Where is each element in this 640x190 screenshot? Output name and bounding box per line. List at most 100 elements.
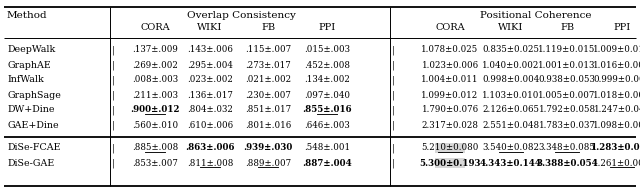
Text: .851±.017: .851±.017	[245, 105, 291, 115]
Text: 0.835±0.025: 0.835±0.025	[483, 45, 540, 55]
Text: |: |	[112, 158, 115, 168]
Text: 1.099±0.012: 1.099±0.012	[421, 90, 479, 100]
Text: 1.283±0.004: 1.283±0.004	[591, 143, 640, 153]
Text: 1.078±0.025: 1.078±0.025	[421, 45, 479, 55]
Text: .134±.002: .134±.002	[304, 75, 350, 85]
Text: |: |	[392, 143, 395, 153]
Text: InfWalk: InfWalk	[7, 75, 44, 85]
Text: 4.343±0.144: 4.343±0.144	[480, 158, 542, 168]
Text: GAE+Dine: GAE+Dine	[7, 120, 59, 130]
Text: DW+Dine: DW+Dine	[7, 105, 54, 115]
Text: GraphSage: GraphSage	[7, 90, 61, 100]
Text: .646±.003: .646±.003	[304, 120, 350, 130]
Text: |: |	[392, 105, 395, 115]
Text: 1.792±0.058: 1.792±0.058	[538, 105, 596, 115]
FancyBboxPatch shape	[435, 143, 465, 153]
Text: 1.098±0.004: 1.098±0.004	[593, 120, 640, 130]
Text: DiSe-FCAE: DiSe-FCAE	[7, 143, 61, 153]
Text: 1.790±0.076: 1.790±0.076	[421, 105, 479, 115]
Text: .610±.006: .610±.006	[187, 120, 233, 130]
Text: .273±.017: .273±.017	[245, 60, 291, 70]
Text: .548±.001: .548±.001	[304, 143, 350, 153]
Text: 0.938±0.053: 0.938±0.053	[539, 75, 595, 85]
Text: .097±.040: .097±.040	[304, 90, 350, 100]
Text: .136±.017: .136±.017	[187, 90, 233, 100]
Text: .023±.002: .023±.002	[187, 75, 233, 85]
Text: |: |	[112, 75, 115, 85]
Text: 1.004±0.011: 1.004±0.011	[421, 75, 479, 85]
Text: .853±.007: .853±.007	[132, 158, 178, 168]
Text: CORA: CORA	[140, 24, 170, 32]
Text: 2.551±0.048: 2.551±0.048	[483, 120, 540, 130]
FancyBboxPatch shape	[435, 158, 465, 168]
Text: .801±.016: .801±.016	[245, 120, 291, 130]
Text: 1.023±0.006: 1.023±0.006	[421, 60, 479, 70]
Text: .452±.008: .452±.008	[304, 60, 350, 70]
Text: Positional Coherence: Positional Coherence	[480, 12, 592, 21]
Text: .804±.032: .804±.032	[187, 105, 233, 115]
Text: 1.103±0.010: 1.103±0.010	[483, 90, 540, 100]
Text: |: |	[392, 60, 395, 70]
Text: 1.261±0.005: 1.261±0.005	[593, 158, 640, 168]
Text: |: |	[112, 105, 115, 115]
Text: .115±.007: .115±.007	[245, 45, 291, 55]
Text: Overlap Consistency: Overlap Consistency	[187, 12, 296, 21]
Text: |: |	[392, 45, 395, 55]
Text: |: |	[112, 120, 115, 130]
Text: 0.998±0.004: 0.998±0.004	[483, 75, 540, 85]
Text: .015±.003: .015±.003	[304, 45, 350, 55]
Text: |: |	[112, 60, 115, 70]
Text: .269±.002: .269±.002	[132, 60, 178, 70]
Text: .137±.009: .137±.009	[132, 45, 178, 55]
Text: 5.300±0.193: 5.300±0.193	[419, 158, 481, 168]
Text: .900±.012: .900±.012	[131, 105, 180, 115]
Text: |: |	[112, 143, 115, 153]
Text: .889±.007: .889±.007	[245, 158, 291, 168]
Text: .885±.008: .885±.008	[132, 143, 178, 153]
Text: WIKI: WIKI	[499, 24, 524, 32]
Text: 0.999±0.002: 0.999±0.002	[593, 75, 640, 85]
Text: |: |	[392, 158, 395, 168]
Text: .560±.010: .560±.010	[132, 120, 178, 130]
Text: 3.388±0.054: 3.388±0.054	[536, 158, 598, 168]
Text: .008±.003: .008±.003	[132, 75, 178, 85]
Text: .855±.016: .855±.016	[302, 105, 352, 115]
Text: |: |	[112, 90, 115, 100]
Text: FB: FB	[261, 24, 275, 32]
Text: 3.540±0.082: 3.540±0.082	[483, 143, 540, 153]
Text: FB: FB	[560, 24, 574, 32]
Text: .939±.030: .939±.030	[243, 143, 292, 153]
Text: |: |	[392, 120, 395, 130]
Text: 1.016±0.001: 1.016±0.001	[593, 60, 640, 70]
Text: 1.040±0.002: 1.040±0.002	[483, 60, 540, 70]
Text: PPI: PPI	[613, 24, 630, 32]
Text: |: |	[392, 75, 395, 85]
Text: 1.018±0.002: 1.018±0.002	[593, 90, 640, 100]
Text: .811±.008: .811±.008	[187, 158, 233, 168]
Text: .887±.004: .887±.004	[302, 158, 352, 168]
Text: WIKI: WIKI	[197, 24, 223, 32]
Text: Method: Method	[7, 12, 47, 21]
Text: 2.126±0.065: 2.126±0.065	[483, 105, 540, 115]
Text: GraphAE: GraphAE	[7, 60, 51, 70]
Text: 1.005±0.007: 1.005±0.007	[538, 90, 596, 100]
Text: 1.001±0.013: 1.001±0.013	[538, 60, 596, 70]
Text: .230±.007: .230±.007	[245, 90, 291, 100]
Text: DeepWalk: DeepWalk	[7, 45, 55, 55]
Text: CORA: CORA	[435, 24, 465, 32]
Text: 2.317±0.028: 2.317±0.028	[422, 120, 479, 130]
Text: PPI: PPI	[318, 24, 335, 32]
Text: |: |	[392, 90, 395, 100]
Text: 1.119±0.015: 1.119±0.015	[538, 45, 596, 55]
Text: .021±.002: .021±.002	[245, 75, 291, 85]
Text: 1.247±0.043: 1.247±0.043	[593, 105, 640, 115]
Text: 5.210±0.080: 5.210±0.080	[421, 143, 479, 153]
Text: .143±.006: .143±.006	[187, 45, 233, 55]
Text: .295±.004: .295±.004	[187, 60, 233, 70]
Text: |: |	[112, 45, 115, 55]
Text: .211±.003: .211±.003	[132, 90, 178, 100]
Text: DiSe-GAE: DiSe-GAE	[7, 158, 54, 168]
Text: 1.783±0.037: 1.783±0.037	[539, 120, 595, 130]
Text: 1.009±0.015: 1.009±0.015	[593, 45, 640, 55]
Text: .863±.006: .863±.006	[185, 143, 235, 153]
